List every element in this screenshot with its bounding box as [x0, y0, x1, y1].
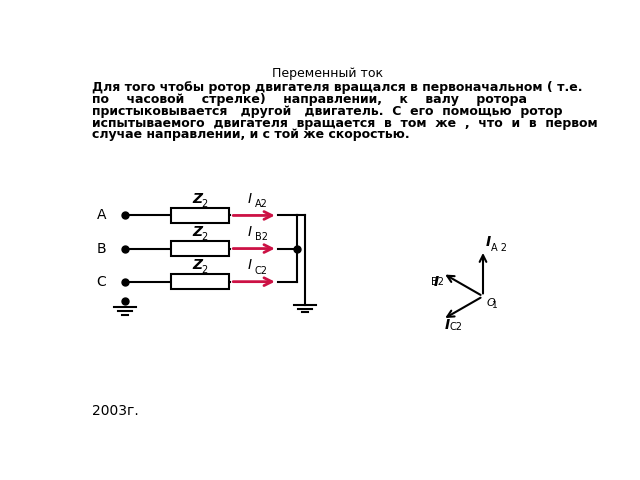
Text: A: A: [97, 208, 106, 222]
Text: 1: 1: [492, 301, 497, 310]
Text: C: C: [97, 275, 106, 288]
Text: 2: 2: [202, 232, 208, 241]
Text: I: I: [434, 275, 439, 289]
Text: 2: 2: [202, 265, 208, 275]
Text: пристыковывается   другой   двигатель.  С  его  помощью  ротор: пристыковывается другой двигатель. С его…: [92, 105, 562, 118]
Text: 2: 2: [202, 199, 208, 208]
Text: случае направлении, и с той же скоростью.: случае направлении, и с той же скоростью…: [92, 129, 409, 142]
Bar: [172, 241, 229, 256]
Text: O: O: [486, 298, 495, 308]
Text: B: B: [97, 241, 106, 255]
Text: 2003г.: 2003г.: [92, 404, 138, 418]
Bar: [172, 274, 229, 289]
Text: B2: B2: [431, 277, 444, 287]
Text: I: I: [248, 225, 252, 240]
Text: I: I: [485, 235, 490, 249]
Text: C2: C2: [450, 322, 463, 332]
Text: Z: Z: [192, 225, 202, 240]
Bar: [172, 208, 229, 223]
Text: Для того чтобы ротор двигателя вращался в первоначальном ( т.е.: Для того чтобы ротор двигателя вращался …: [92, 81, 582, 94]
Text: A 2: A 2: [491, 243, 507, 253]
Text: Z: Z: [192, 192, 202, 206]
Text: I: I: [248, 258, 252, 273]
Text: B2: B2: [255, 232, 268, 242]
Text: I: I: [444, 318, 449, 332]
Text: I: I: [248, 192, 252, 206]
Text: по    часовой    стрелке)    направлении,    к    валу    ротора: по часовой стрелке) направлении, к валу …: [92, 93, 527, 106]
Text: испытываемого  двигателя  вращается  в  том  же  ,  что  и  в  первом: испытываемого двигателя вращается в том …: [92, 117, 597, 130]
Text: A2: A2: [255, 199, 268, 209]
Text: Переменный ток: Переменный ток: [273, 67, 383, 80]
Text: C2: C2: [255, 265, 268, 276]
Text: Z: Z: [192, 258, 202, 273]
